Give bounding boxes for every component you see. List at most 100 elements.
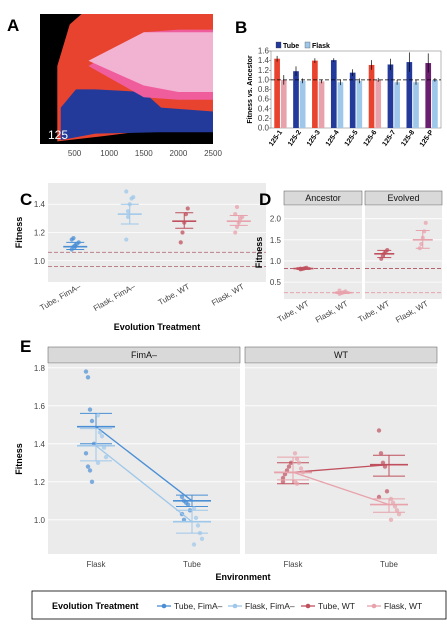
panel-d-x-tick-label: Tube, WT [276,299,311,324]
panel-e-y-tick-label: 1.2 [34,478,46,487]
bar-flask [318,81,325,128]
panel-d-strip-label: Ancestor [305,193,341,203]
panel-c-y-axis-title: Fitness [14,217,24,249]
panel-e-point [380,460,386,465]
legend-entry-label: Flask, FimA– [245,601,295,611]
muller-x-tick-label: 1000 [100,149,118,158]
bar-flask [337,82,344,128]
bar-y-tick-label: 0.2 [258,114,270,123]
bar-tube [349,72,356,128]
panel-e-point [103,454,109,460]
panel-e-y-tick-label: 1.4 [34,440,46,449]
panel-e-strip-label: FimA– [131,350,157,360]
bar-x-tick-label: 125-P [419,129,436,149]
panel-e-reaction-line [95,426,193,502]
panel-e-point [294,481,300,486]
panel-d-x-tick-label: Flask, WT [314,299,350,325]
muller-layer-2 [60,89,214,141]
bar-flask [413,82,419,128]
bar-x-tick-label: 125-3 [306,129,322,148]
legend-key-point [305,603,311,609]
legend-key-point [161,603,167,609]
panel-e-point [193,515,199,521]
panel-e-x-tick-label: Tube [183,560,201,569]
bar-x-tick-label: 125-6 [363,129,379,148]
bar-tube [293,71,299,128]
panel-e-point [396,511,402,517]
panel-e-point [83,369,89,374]
panel-b: B 0.00.20.40.60.81.01.21.41.6 Fitness vs. … [235,18,442,149]
bar-legend-label: Flask [312,43,330,50]
panel-c-x-tick-label: Flask, WT [210,282,246,308]
legend: Evolution Treatment Tube, FimA– Flask, Fim… [31,590,447,620]
bar-tube [312,60,318,128]
panel-d-plot-area [365,206,442,299]
panel-e-plot-area [48,364,240,554]
bar-x-tick-label: 125-7 [381,129,397,148]
panel-e-point [85,375,91,380]
panel-e-point [394,508,400,513]
panel-d-y-tick-label: 1.0 [270,257,282,266]
panel-c-point [71,236,76,241]
bar-flask [394,82,400,128]
muller-layer-4 [88,32,213,92]
panel-e-x-axis-title: Environment [215,572,270,582]
panel-e-y-tick-label: 1.8 [34,364,46,373]
bar-tube [387,64,394,128]
panel-c-point [233,230,238,235]
panel-d-y-tick-label: 1.5 [270,236,282,245]
panel-e-point [95,460,101,465]
panel-e-plot-area [245,364,437,554]
panel-d-point [423,220,428,225]
bar-y-tick-label: 0.6 [258,95,270,104]
bar-tube [406,62,413,128]
panel-e-y-tick-label: 1.6 [34,402,46,411]
panel-d-x-tick-label: Tube, WT [357,299,392,324]
panel-c-x-tick-label: Flask, FimA– [92,282,137,313]
panel-e-point [384,489,390,494]
panel-d-y-tick-label: 2.0 [270,215,282,224]
panel-e-point [298,466,304,471]
bar-y-axis-title: Fitness vs. Ancestor [247,55,254,123]
bar-tube [368,64,375,128]
bar-plot-frame [270,50,442,129]
panel-e-point [89,418,95,424]
bar-x-tick-label: 125-1 [268,129,284,148]
panel-e-point [292,451,298,456]
panel-e-strip-label: WT [334,350,348,360]
panel-e-reaction-line [95,445,193,523]
panel-c-point [131,195,136,200]
legend-entry-label: Tube, WT [318,601,355,611]
panel-e-point [191,542,197,547]
bar-tube [274,58,280,129]
bar-flask [299,80,306,128]
panel-e-point [191,506,197,511]
panel-c: C 1.0 1.2 1.4 Tube, FimA– Flask, FimA– Tube, W… [14,183,266,332]
panel-e-point [280,475,286,481]
panel-e-point [296,460,302,465]
panel-e-label: E [20,337,31,356]
panel-e-point [89,479,95,484]
panel-e-point [282,472,288,477]
panel-e-x-tick-label: Flask [283,560,303,569]
panel-b-label: B [235,18,247,37]
panel-e-strip [47,346,241,364]
panel-e: E FimA– 1.0 1.2 1.4 1.6 1.8 Flask Tube WT Flask Tub… [14,337,438,582]
bar-x-tick-label: 125-4 [325,129,341,148]
panel-c-y-tick-label: 1.4 [34,200,46,209]
bar-x-tick-label: 125-8 [400,129,416,148]
panel-c-point [125,209,131,214]
panel-e-point [376,494,382,500]
bar-y-tick-label: 0.4 [258,104,270,113]
bar-y-tick-label: 1.6 [258,47,270,56]
muller-x-tick-label: 2500 [204,149,222,158]
panel-e-strip [244,346,438,364]
panel-c-point [180,230,185,235]
bar-y-tick-label: 0.8 [258,85,270,94]
bar-tube [425,63,432,128]
legend-box [31,590,447,620]
panel-e-x-tick-label: Tube [380,560,398,569]
panel-d-y-tick-label: 0.5 [270,278,282,287]
panel-c-point [124,189,129,194]
